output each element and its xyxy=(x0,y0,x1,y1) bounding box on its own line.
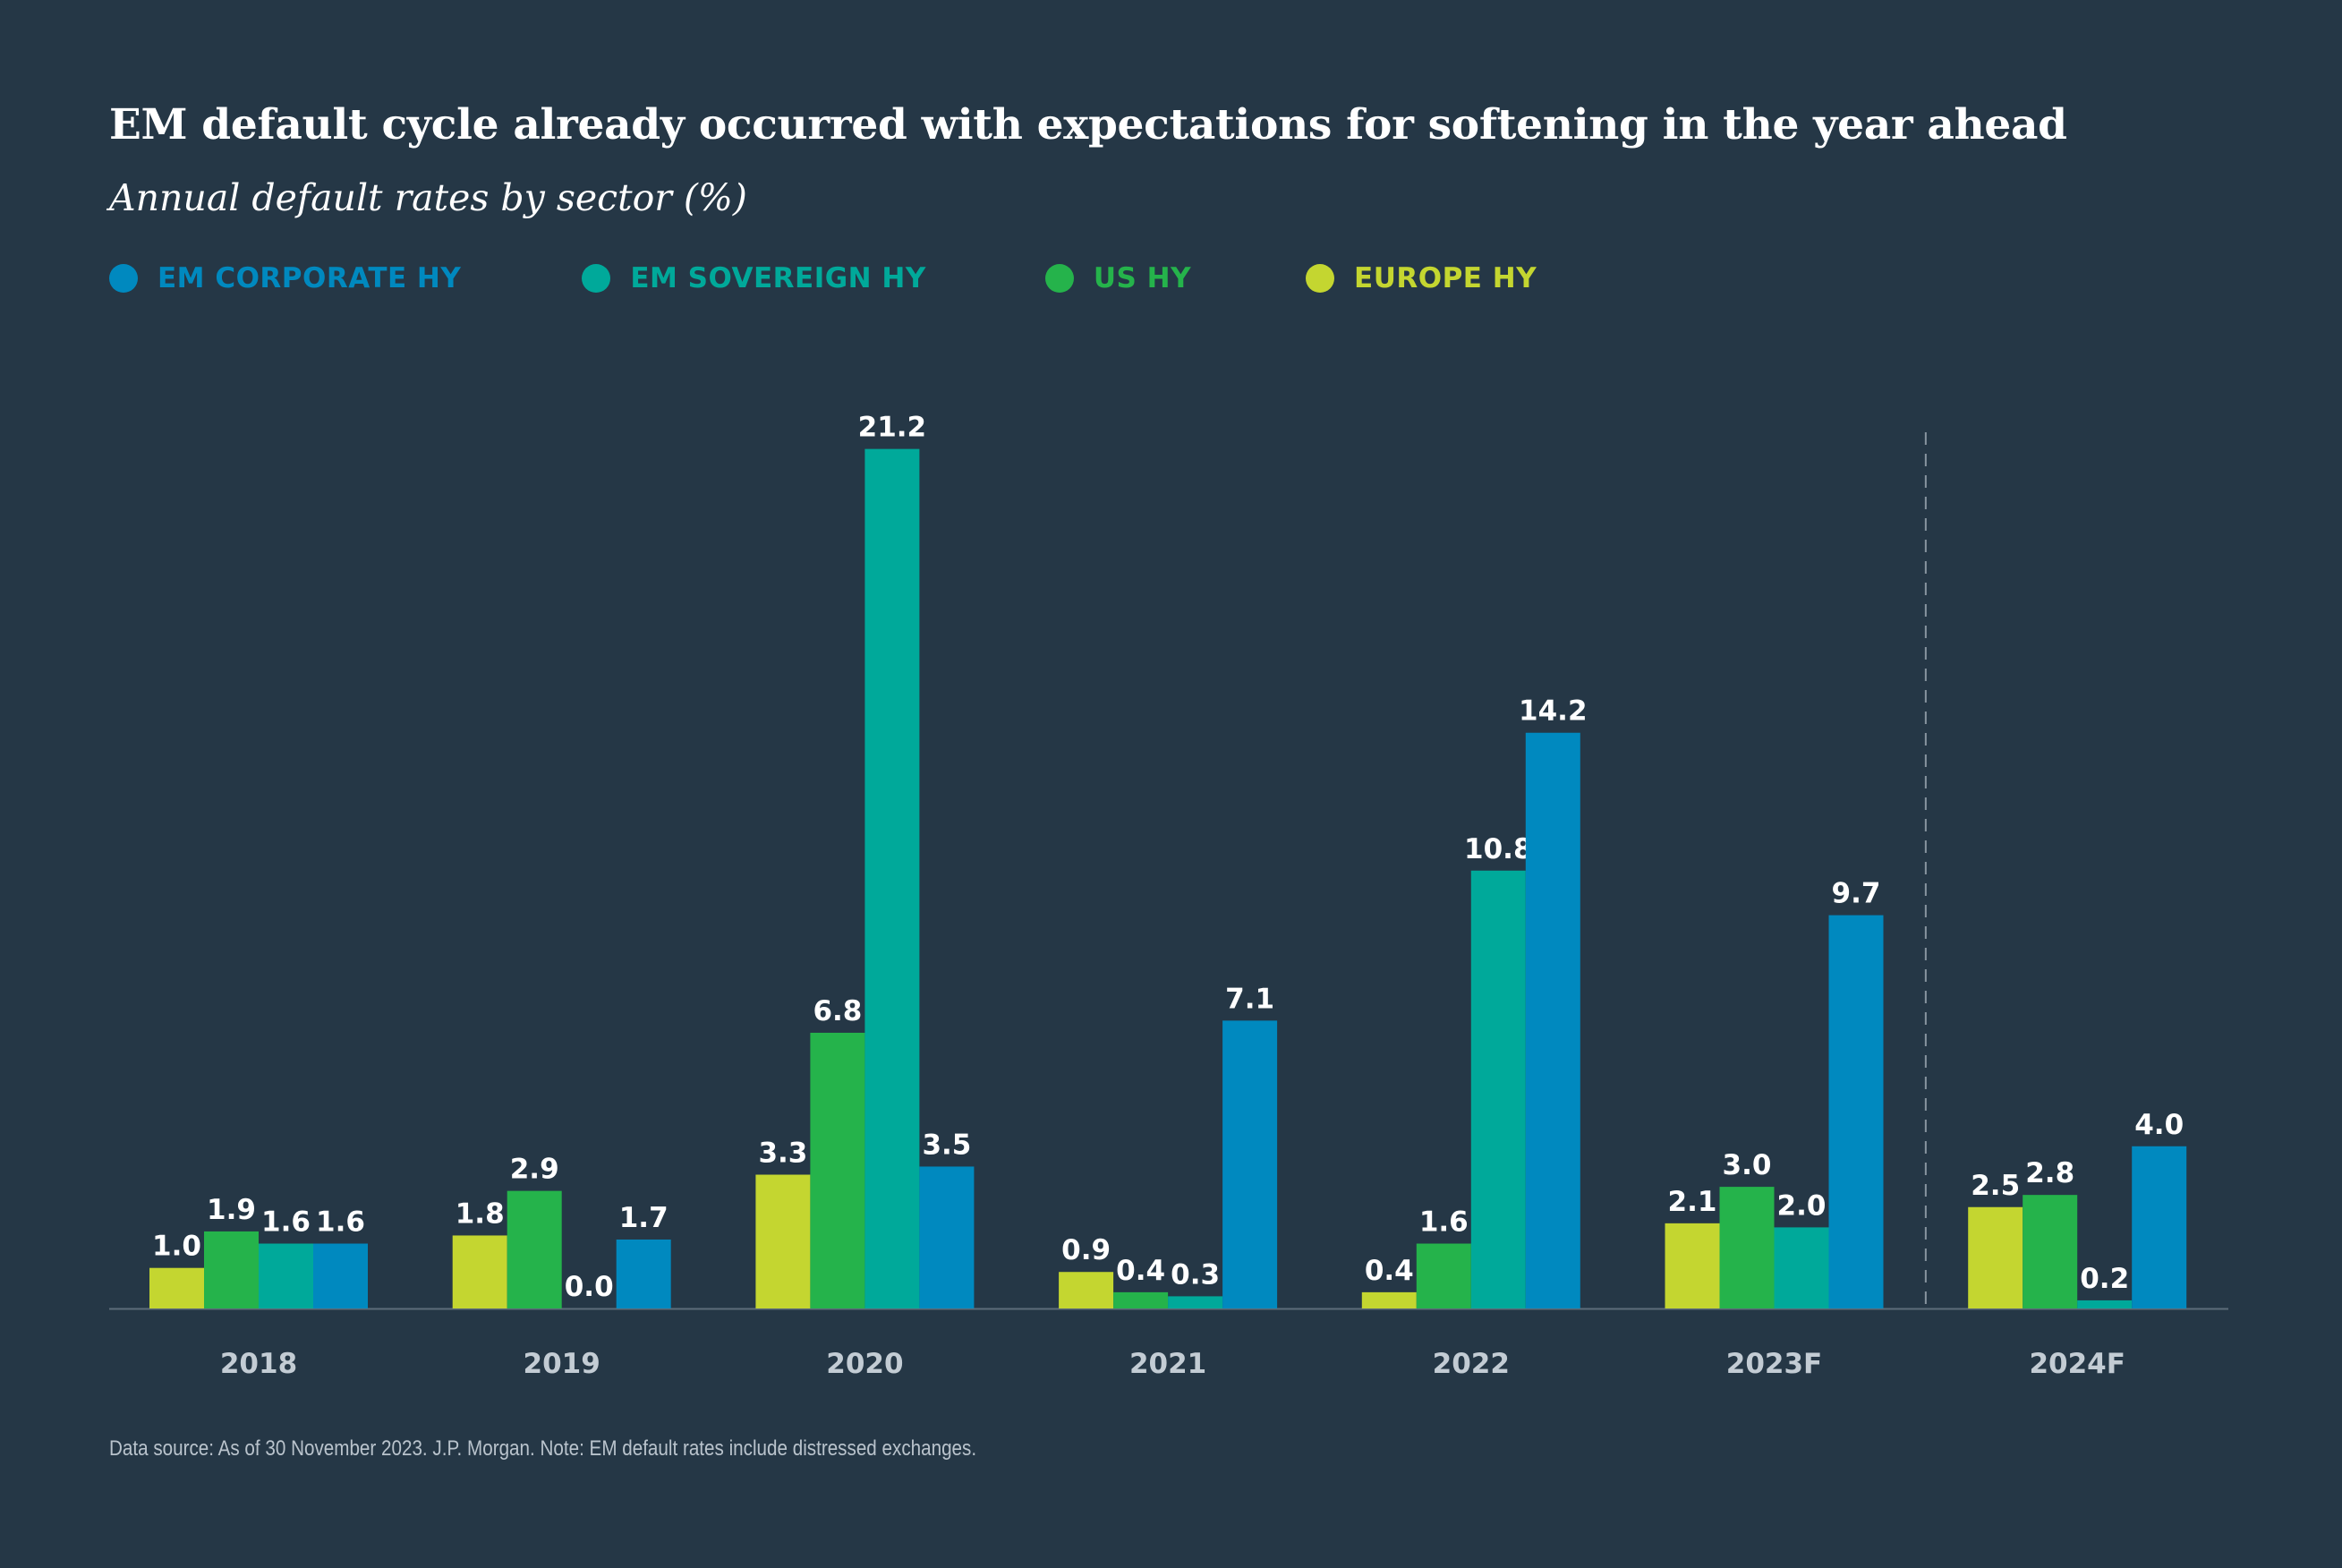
data-label: 1.7 xyxy=(619,1202,669,1234)
legend-item-europe-hy: EUROPE HY xyxy=(1306,262,1537,294)
data-label: 2.8 xyxy=(2025,1157,2074,1189)
bar-em-corporate-hy-2024f xyxy=(2132,1146,2187,1308)
bar-europe-hy-2018 xyxy=(149,1267,204,1308)
data-label: 0.0 xyxy=(565,1271,614,1303)
data-label: 3.0 xyxy=(1723,1149,1772,1181)
bar-europe-hy-2019 xyxy=(452,1235,507,1308)
data-label: 0.3 xyxy=(1171,1258,1220,1291)
legend-label: EM SOVEREIGN HY xyxy=(630,262,926,294)
data-label: 2.0 xyxy=(1777,1189,1827,1222)
data-label: 0.2 xyxy=(2080,1263,2129,1295)
legend-label: EUROPE HY xyxy=(1354,262,1537,294)
data-label: 3.5 xyxy=(922,1129,971,1161)
legend-dot-icon xyxy=(109,264,138,293)
data-label: 1.9 xyxy=(207,1194,256,1226)
legend-item-em-sovereign-hy: EM SOVEREIGN HY xyxy=(582,262,926,294)
legend-dot-icon xyxy=(582,264,611,293)
legend-label: EM CORPORATE HY xyxy=(158,262,462,294)
data-label: 6.8 xyxy=(813,995,862,1027)
data-label: 1.6 xyxy=(261,1206,311,1239)
data-label: 1.0 xyxy=(152,1231,201,1263)
bar-em-sovereign-hy-2018 xyxy=(259,1243,313,1308)
legend: EM CORPORATE HY EM SOVEREIGN HY US HY EU… xyxy=(109,262,1537,294)
bar-em-sovereign-hy-2022 xyxy=(1470,870,1526,1308)
data-label: 1.6 xyxy=(316,1206,365,1239)
bar-em-sovereign-hy-2024f xyxy=(2077,1300,2133,1308)
x-tick-label: 2019 xyxy=(524,1348,600,1380)
bar-em-sovereign-hy-2020 xyxy=(864,448,920,1308)
bar-us-hy-2022 xyxy=(1416,1243,1471,1308)
bar-us-hy-2018 xyxy=(204,1231,259,1308)
bar-europe-hy-2023f xyxy=(1665,1223,1720,1308)
data-label: 3.3 xyxy=(758,1138,807,1170)
data-label: 1.6 xyxy=(1419,1206,1469,1239)
data-label: 0.4 xyxy=(1116,1255,1165,1287)
bar-europe-hy-2024f xyxy=(1968,1206,2023,1308)
chart-subtitle: Annual default rates by sector (%) xyxy=(109,176,747,219)
bar-em-corporate-hy-2021 xyxy=(1222,1020,1278,1308)
bar-em-corporate-hy-2023f xyxy=(1828,915,1884,1308)
bar-em-sovereign-hy-2023f xyxy=(1774,1227,1829,1308)
data-label: 21.2 xyxy=(858,412,927,444)
bar-us-hy-2023f xyxy=(1719,1187,1775,1308)
data-label: 7.1 xyxy=(1225,983,1274,1015)
bar-europe-hy-2022 xyxy=(1361,1291,1417,1308)
data-label: 2.9 xyxy=(510,1154,559,1186)
bar-em-corporate-hy-2018 xyxy=(313,1243,368,1308)
data-label: 9.7 xyxy=(1832,878,1881,910)
bar-europe-hy-2020 xyxy=(755,1174,811,1308)
data-label: 0.9 xyxy=(1061,1234,1111,1266)
data-label: 1.8 xyxy=(456,1197,505,1230)
x-tick-label: 2018 xyxy=(220,1348,297,1380)
x-tick-label: 2021 xyxy=(1129,1348,1206,1380)
bar-us-hy-2020 xyxy=(810,1032,865,1308)
bar-em-corporate-hy-2019 xyxy=(616,1239,671,1308)
data-label: 4.0 xyxy=(2134,1109,2184,1141)
x-tick-label: 2024F xyxy=(2029,1348,2125,1380)
data-label: 10.8 xyxy=(1464,833,1533,865)
data-label: 2.5 xyxy=(1971,1170,2020,1202)
footnote: Data source: As of 30 November 2023. J.P… xyxy=(109,1436,977,1461)
legend-dot-icon xyxy=(1044,264,1074,293)
bar-us-hy-2019 xyxy=(507,1190,562,1308)
legend-label: US HY xyxy=(1093,262,1192,294)
data-label: 14.2 xyxy=(1519,695,1588,728)
legend-item-us-hy: US HY xyxy=(1044,262,1192,294)
bar-europe-hy-2021 xyxy=(1059,1272,1114,1308)
legend-dot-icon xyxy=(1306,264,1335,293)
data-label: 2.1 xyxy=(1668,1186,1717,1218)
data-label: 0.4 xyxy=(1365,1255,1414,1287)
x-tick-label: 2020 xyxy=(826,1348,903,1380)
x-tick-label: 2023F xyxy=(1726,1348,1822,1380)
legend-item-em-corporate-hy: EM CORPORATE HY xyxy=(109,262,461,294)
chart-title: EM default cycle already occurred with e… xyxy=(109,100,2067,149)
x-tick-label: 2022 xyxy=(1433,1348,1510,1380)
bar-em-corporate-hy-2020 xyxy=(919,1166,975,1308)
bar-us-hy-2024f xyxy=(2023,1195,2078,1308)
bar-em-corporate-hy-2022 xyxy=(1525,732,1580,1308)
bar-us-hy-2021 xyxy=(1113,1291,1169,1308)
bar-em-sovereign-hy-2021 xyxy=(1168,1296,1223,1308)
